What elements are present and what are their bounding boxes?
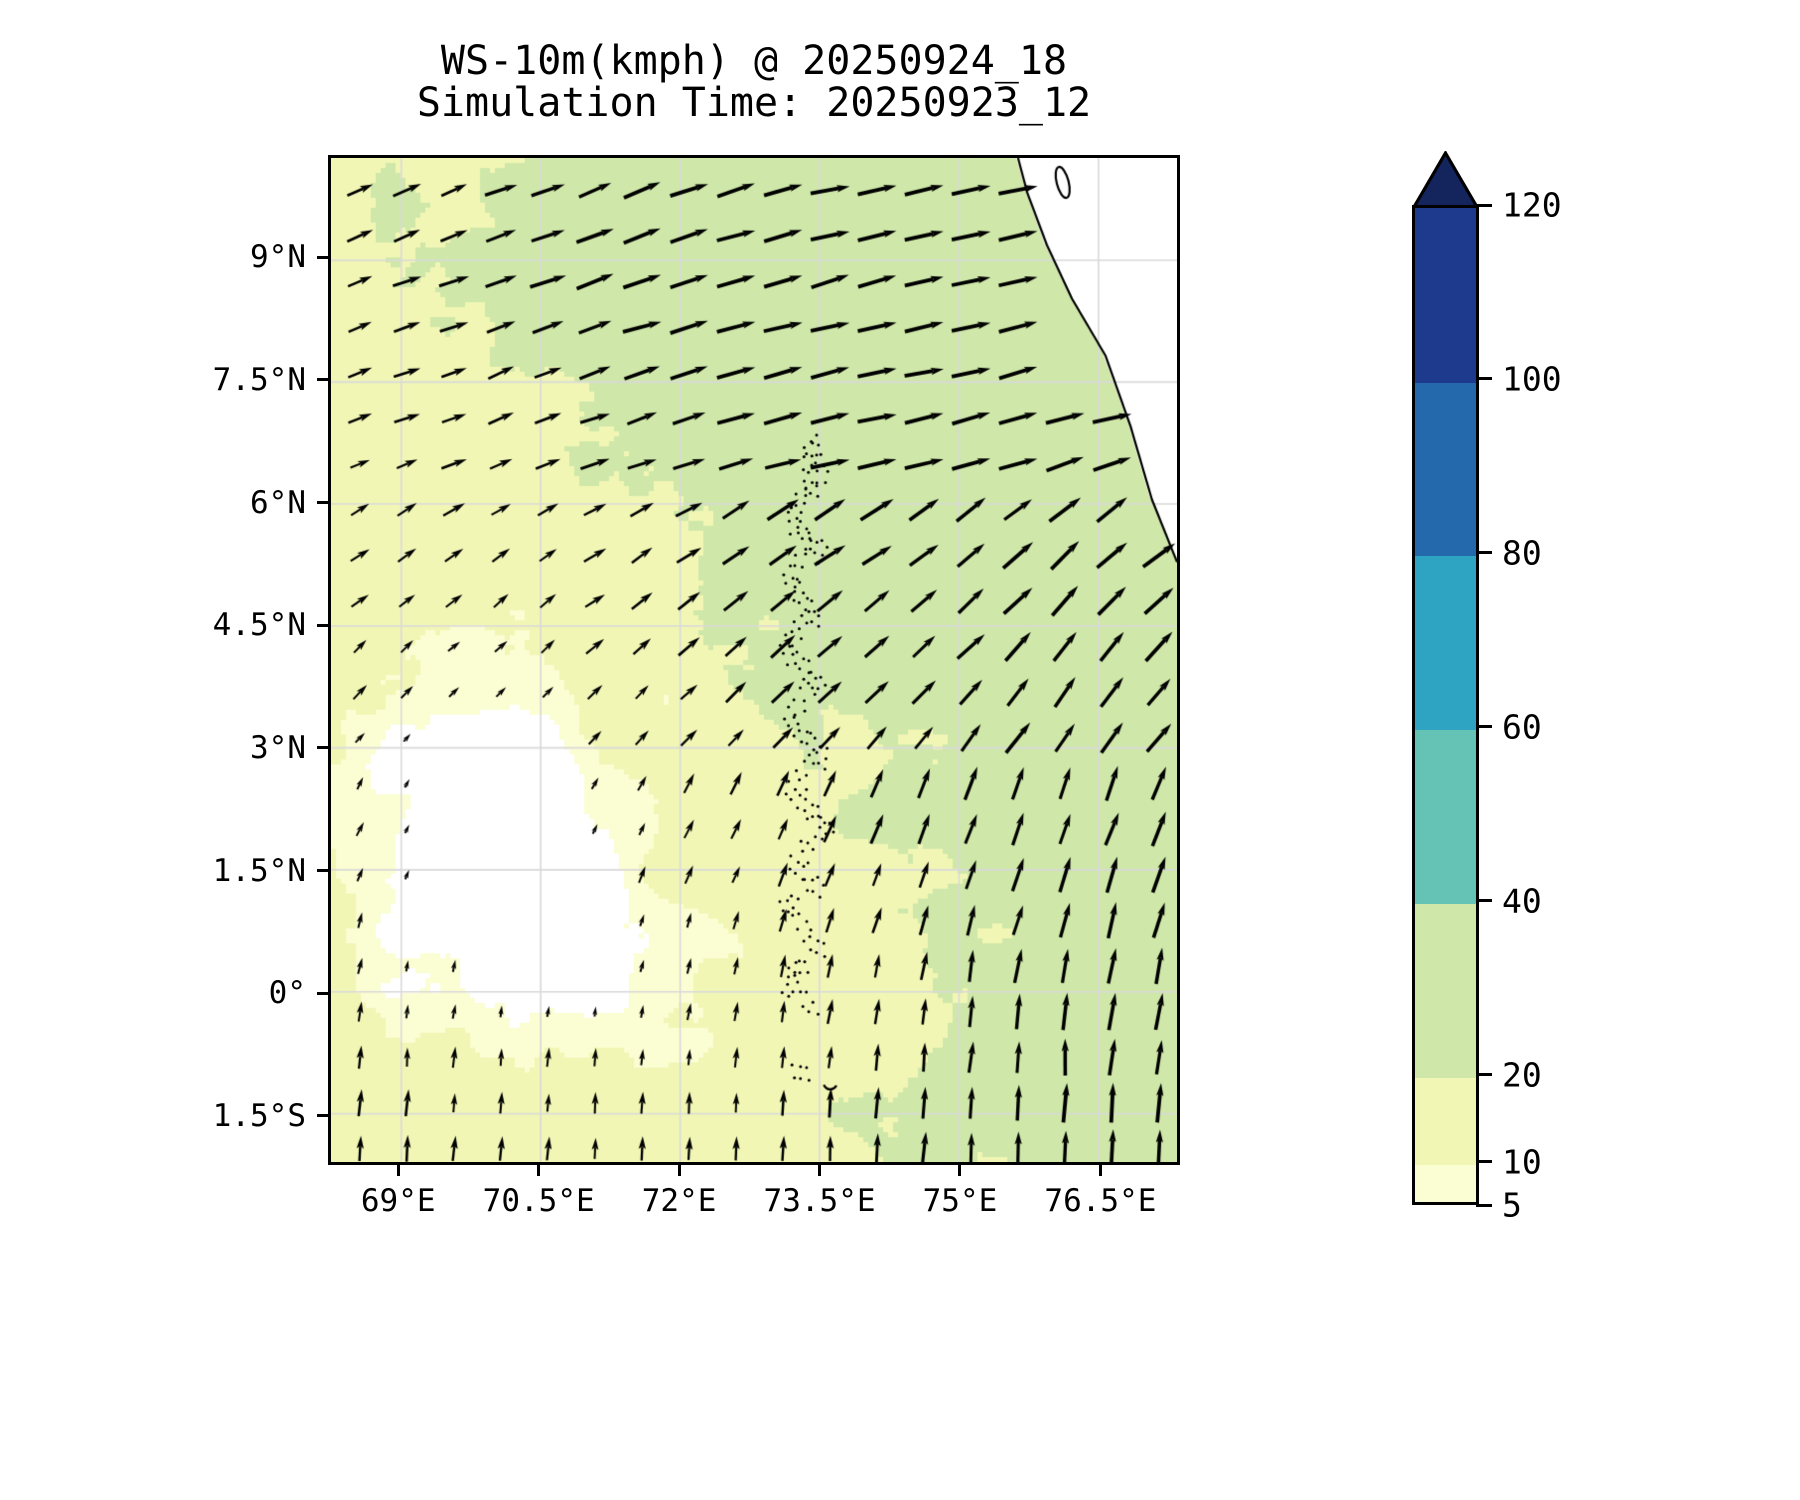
colorbar-tick-mark	[1476, 377, 1492, 381]
colorbar-tick-mark	[1476, 899, 1492, 903]
x-axis-tick-mark	[537, 1165, 541, 1176]
colorbar: 5 10 20 40 60 80 100 120	[1412, 151, 1600, 1225]
x-axis-tick-mark	[677, 1165, 681, 1176]
colorbar-tick-label: 120	[1502, 185, 1562, 225]
colorbar-tick-label: 80	[1502, 533, 1542, 573]
colorbar-band	[1415, 208, 1476, 383]
colorbar-tick-mark	[1476, 1073, 1492, 1077]
wind-vector-quiver	[331, 158, 1177, 1162]
x-axis-tick-label: 75°E	[922, 1183, 998, 1219]
chart-title-block: WS-10m(kmph) @ 20250924_18 Simulation Ti…	[328, 40, 1180, 124]
y-axis-tick-mark	[317, 623, 328, 627]
colorbar-tick-label: 5	[1502, 1185, 1522, 1225]
y-axis-tick-mark	[317, 869, 328, 873]
y-axis-tick-mark	[317, 501, 328, 505]
y-axis-tick-mark	[317, 1114, 328, 1118]
x-axis-tick-mark	[958, 1165, 962, 1176]
colorbar-tick-label: 60	[1502, 707, 1542, 747]
colorbar-band	[1415, 555, 1476, 731]
y-axis-tick-mark	[317, 255, 328, 259]
colorbar-extend-arrow	[1412, 151, 1479, 209]
x-axis-tick-label: 73.5°E	[763, 1183, 876, 1219]
y-axis-tick-label: 9°N	[250, 239, 306, 276]
colorbar-band	[1415, 729, 1476, 905]
y-axis-tick-mark	[317, 378, 328, 382]
y-axis-tick-label: 1.5°N	[212, 852, 306, 889]
y-axis-tick-label: 3°N	[250, 729, 306, 766]
colorbar-gradient	[1412, 205, 1479, 1205]
colorbar-tick-label: 20	[1502, 1055, 1542, 1095]
colorbar-tick-mark	[1476, 725, 1492, 729]
y-axis-tick-mark	[317, 991, 328, 995]
colorbar-tick-mark	[1476, 1203, 1492, 1207]
x-axis-tick-label: 72°E	[641, 1183, 717, 1219]
chart-title-line-1: WS-10m(kmph) @ 20250924_18	[440, 38, 1068, 84]
colorbar-band	[1415, 1164, 1476, 1202]
y-axis-tick-label: 4.5°N	[212, 607, 306, 644]
colorbar-band	[1415, 903, 1476, 1079]
colorbar-band	[1415, 1077, 1476, 1166]
x-axis-tick-mark	[818, 1165, 822, 1176]
chart-title-line-2: Simulation Time: 20250923_12	[416, 80, 1092, 126]
y-axis-tick-mark	[317, 746, 328, 750]
x-axis-tick-mark	[396, 1165, 400, 1176]
x-axis-tick-label: 69°E	[360, 1183, 436, 1219]
map-plot-area	[328, 155, 1180, 1165]
y-axis-tick-label: 7.5°N	[212, 361, 306, 398]
x-axis-tick-label: 70.5°E	[482, 1183, 595, 1219]
colorbar-tick-label: 40	[1502, 881, 1542, 921]
colorbar-tick-mark	[1476, 1160, 1492, 1164]
colorbar-tick-mark	[1476, 203, 1492, 207]
y-axis-tick-label: 1.5°S	[212, 1097, 306, 1134]
y-axis-tick-label: 6°N	[250, 484, 306, 521]
x-axis-tick-mark	[1098, 1165, 1102, 1176]
colorbar-tick-mark	[1476, 551, 1492, 555]
y-axis-tick-label: 0°	[268, 975, 306, 1012]
x-axis-tick-label: 76.5°E	[1044, 1183, 1157, 1219]
colorbar-band	[1415, 381, 1476, 557]
colorbar-tick-label: 10	[1502, 1142, 1542, 1182]
colorbar-tick-label: 100	[1502, 359, 1562, 399]
